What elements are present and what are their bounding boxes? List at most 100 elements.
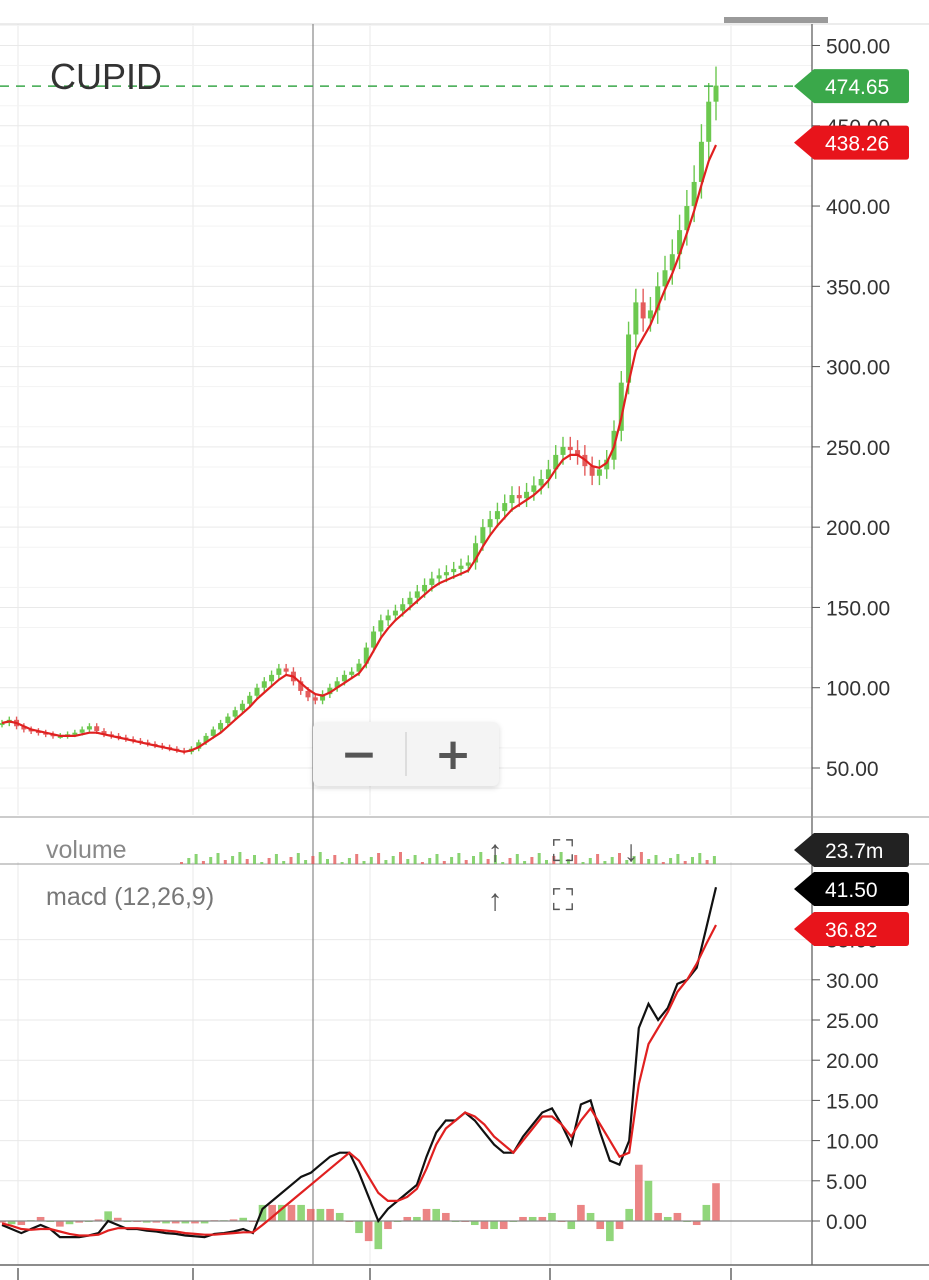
price-candle (473, 543, 479, 563)
macd-histogram-bar (596, 1221, 605, 1230)
zoom-out-button[interactable]: − (340, 728, 378, 780)
price-candle (356, 663, 362, 672)
price-candle (633, 302, 639, 335)
price-candle (618, 382, 624, 431)
macd-histogram-bar (654, 1212, 662, 1221)
macd-histogram-bar (480, 1221, 489, 1230)
macd-tick-label: 25.00 (826, 1010, 879, 1033)
price-candle (516, 495, 522, 499)
price-candle (706, 101, 712, 142)
price-candle (538, 478, 544, 486)
price-candle (86, 726, 92, 730)
price-candle (371, 631, 377, 648)
macd-histogram-bar (413, 1216, 421, 1221)
volume-bar (406, 859, 410, 864)
volume-bar (442, 861, 446, 864)
price-candle (414, 591, 420, 598)
price-candle (589, 466, 595, 476)
macd-histogram-bar (94, 1219, 103, 1221)
expand-icon[interactable]: ⛶ (553, 835, 574, 868)
axis-labels: 50.00 100.00 150.00 200.00 250.00 300.00 350.0… (46, 35, 890, 1234)
price-candle (283, 668, 289, 672)
macd-tick-label: 10.00 (826, 1131, 879, 1154)
panel-toolbar[interactable]: ↑ ⛶ ↓ ↑ ⛶ (488, 835, 639, 917)
price-candle (378, 620, 384, 632)
volume-marker-text: 23.7m (825, 840, 883, 863)
zoom-control[interactable]: − + (313, 722, 499, 786)
volume-bar (377, 853, 381, 864)
macd-histogram-bar (384, 1221, 392, 1230)
volume-bar (289, 857, 293, 864)
zoom-in-button[interactable]: + (434, 728, 472, 780)
price-candle (509, 495, 515, 504)
macd-histogram-bar (191, 1221, 199, 1224)
price-candle (677, 230, 683, 255)
volume-bar (486, 859, 490, 864)
move-up-icon[interactable]: ↑ (488, 884, 503, 917)
price-tick-label: 250.00 (826, 437, 890, 460)
volume-bar (472, 856, 475, 864)
macd-histogram-bar (36, 1216, 45, 1221)
price-candle (458, 565, 464, 569)
volume-bar (296, 853, 300, 864)
volume-bar (545, 860, 548, 864)
volume-bar (574, 855, 578, 864)
ma-value-marker-badge (794, 125, 909, 160)
price-candle (596, 469, 602, 476)
macd-line (1, 887, 718, 1239)
macd-histogram-bar (171, 1221, 180, 1224)
price-candle (575, 450, 581, 455)
price-candle (72, 732, 78, 735)
price-candle (320, 694, 326, 701)
move-down-icon[interactable]: ↓ (624, 835, 639, 868)
macd-value-marker-text: 41.50 (825, 879, 878, 902)
price-candle (203, 735, 209, 743)
volume-bar (267, 858, 271, 864)
volume-bar (282, 861, 286, 864)
expand-icon[interactable]: ⛶ (553, 884, 574, 917)
volume-bar (625, 860, 629, 864)
macd-histogram-bar (422, 1208, 431, 1221)
price-candle (392, 610, 398, 616)
macd-histogram-bar (326, 1208, 334, 1221)
macd-label: macd (12,26,9) (46, 883, 214, 911)
macd-histogram-bar (577, 1204, 585, 1221)
price-candle (553, 454, 559, 470)
macd-histogram-bar (625, 1208, 633, 1221)
volume-bar (457, 853, 461, 864)
volume-bar (464, 860, 468, 864)
volume-bar (603, 861, 607, 864)
volume-bar (435, 854, 439, 864)
price-candle (494, 511, 500, 520)
price-candle (400, 604, 406, 611)
price-tick-label: 50.00 (826, 758, 879, 781)
volume-marker-badge (794, 833, 909, 867)
volume-bar (596, 854, 600, 864)
macd-histogram-bar (75, 1221, 83, 1223)
volume-bar (238, 852, 242, 864)
price-tick-label: 150.00 (826, 597, 890, 620)
macd-histogram-bar (528, 1216, 537, 1221)
price-tick-label: 200.00 (826, 517, 890, 540)
macd-histogram-bar (287, 1204, 296, 1221)
price-candle (196, 742, 202, 749)
macd-histogram-bar (490, 1221, 498, 1230)
macd-histogram-bar (374, 1221, 383, 1250)
volume-bar (355, 854, 359, 864)
move-up-icon[interactable]: ↑ (488, 835, 503, 868)
price-candle (626, 334, 632, 383)
macd-histogram-bar (268, 1204, 276, 1221)
macd-histogram-bar (56, 1221, 64, 1227)
price-candle (480, 527, 486, 544)
price-candle (363, 647, 369, 664)
price-candle (655, 286, 661, 311)
price-candle (298, 681, 304, 691)
price-candle (640, 302, 646, 319)
signal-value-marker-text: 36.82 (825, 919, 878, 942)
volume-bar (201, 861, 205, 864)
volume-bar (333, 855, 337, 864)
scroll-handle (724, 17, 828, 23)
volume-bar (559, 852, 563, 864)
volume-bar (450, 857, 454, 864)
